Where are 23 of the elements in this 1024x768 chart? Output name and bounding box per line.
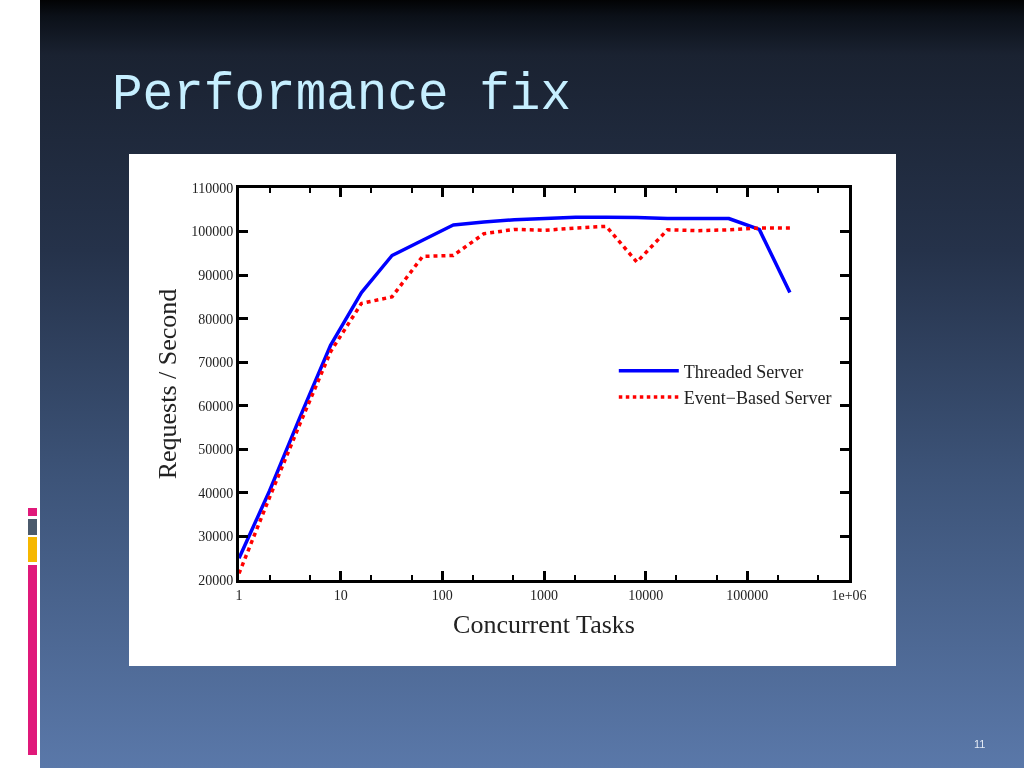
y-tick-label: 90000 (198, 268, 234, 284)
x-tick-label: 100 (431, 587, 453, 603)
x-tick-label: 1 (235, 587, 243, 603)
chart-title: Performance fix (112, 67, 572, 125)
x-tick-label: 10000 (628, 587, 664, 603)
y-tick-label: 30000 (198, 529, 234, 545)
y-tick-label: 20000 (198, 572, 234, 588)
y-tick-label: 40000 (198, 485, 234, 501)
x-tick-label: 1000 (530, 587, 558, 603)
x-tick-label: 1e+06 (831, 587, 867, 603)
legend-label: Threaded Server (683, 361, 804, 382)
x-axis-title: Concurrent Tasks (453, 610, 635, 640)
y-tick-label: 60000 (198, 398, 234, 414)
y-axis-title: Requests / Second (152, 288, 182, 480)
legend-label: Event−Based Server (683, 388, 832, 409)
x-tick-label: 10 (333, 587, 348, 603)
text: 11 (974, 738, 986, 750)
y-tick-label: 80000 (198, 311, 234, 327)
y-tick-label: 100000 (191, 224, 234, 240)
y-tick-label: 110000 (191, 180, 234, 196)
x-tick-label: 100000 (726, 587, 769, 603)
y-tick-label: 70000 (198, 355, 234, 371)
y-tick-label: 50000 (198, 442, 234, 458)
